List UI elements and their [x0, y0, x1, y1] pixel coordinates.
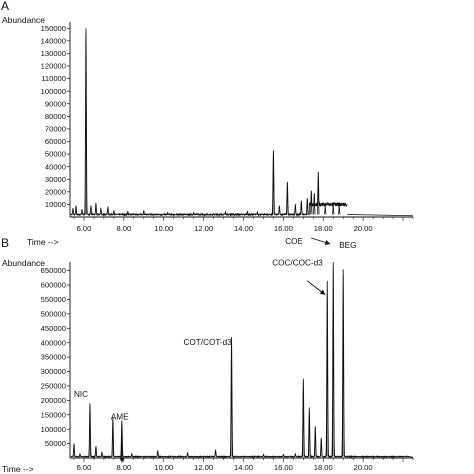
panel-a-y-tick-label: 130000 — [41, 49, 66, 58]
panel-b-chromatogram: B Time --> Abundance 50000 100000 150000 20… — [1, 236, 414, 474]
panel-b-x-tick-label: 8.00 — [116, 463, 131, 472]
panel-a-y-tick-label: 30000 — [45, 175, 66, 184]
panel-a-y-tick-label: 150000 — [41, 24, 66, 33]
panel-a-y-tick-label: 90000 — [45, 99, 66, 108]
panel-a-y-axis-title: Abundance — [2, 15, 45, 25]
panel-a-y-tick-label: 70000 — [45, 125, 66, 134]
panel-b-y-tick-label: 400000 — [41, 338, 66, 347]
panel-a-x-tick-label: 8.00 — [116, 224, 131, 233]
panel-b-x-tick-label: 12.00 — [194, 463, 213, 472]
panel-a-x-tick-label: 10.00 — [154, 224, 173, 233]
panel-a-chromatogram: A Abundance 10000 20000 30000 40000 50000 600… — [1, 0, 414, 233]
panel-b-y-tick-label: 100000 — [41, 425, 66, 434]
panel-b-y-ticks: 50000 100000 150000 200000 250000 300000 35000… — [41, 266, 70, 448]
panel-a-x-tick-label: 16.00 — [274, 224, 293, 233]
panel-a-y-ticks: 10000 20000 30000 40000 50000 60000 70000 80000… — [41, 24, 70, 209]
panel-b-x-tick-label: 18.00 — [314, 463, 333, 472]
panel-b-x-tick-label: 14.00 — [234, 463, 253, 472]
peak-label-coc-coc-d3: COC/COC-d3 — [272, 259, 323, 268]
panel-a-x-ticks: 6.00 8.00 10.00 12.00 14.00 16.00 18.00 20.00 — [73, 217, 414, 233]
panel-a-y-tick-label: 80000 — [45, 112, 66, 121]
peak-label-nic: NIC — [74, 390, 88, 399]
peak-label-coe: COE — [285, 237, 303, 246]
peak-arrow-head — [119, 457, 125, 463]
panel-a-y-tick-label: 140000 — [41, 36, 66, 45]
panel-b-x-tick-label: 6.00 — [77, 463, 92, 472]
panel-a-y-tick-label: 50000 — [45, 150, 66, 159]
panel-a-x-axis-title: Time --> — [27, 237, 59, 247]
panel-b-y-tick-label: 650000 — [41, 266, 66, 275]
panel-b-x-axis-title: Time --> — [2, 464, 34, 474]
panel-b-x-tick-label: 10.00 — [154, 463, 173, 472]
panel-a-y-tick-label: 110000 — [41, 74, 66, 83]
panel-a-x-tick-label: 14.00 — [234, 224, 253, 233]
panel-b-y-tick-label: 450000 — [41, 324, 66, 333]
panel-b-trace — [70, 261, 414, 459]
peak-label-ame: AME — [111, 413, 129, 422]
panel-a-y-tick-label: 20000 — [45, 187, 66, 196]
panel-b-y-tick-label: 350000 — [41, 353, 66, 362]
panel-b-y-tick-label: 150000 — [41, 410, 66, 419]
panel-a-x-tick-label: 12.00 — [194, 224, 213, 233]
panel-b-y-tick-label: 550000 — [41, 295, 66, 304]
panel-a-trace — [70, 28, 414, 217]
panel-b-y-tick-label: 600000 — [41, 281, 66, 290]
panel-b-x-tick-label: 16.00 — [274, 463, 293, 472]
panel-b-y-tick-label: 250000 — [41, 382, 66, 391]
panel-b-y-tick-label: 50000 — [45, 439, 66, 448]
panel-b-x-tick-label: 20.00 — [354, 463, 373, 472]
panel-a-y-tick-label: 60000 — [45, 137, 66, 146]
panel-b-x-ticks: 6.00 8.00 10.00 12.00 14.00 16.00 18.00 20.00 — [73, 458, 414, 472]
panel-b-letter: B — [1, 236, 9, 250]
peak-arrow-head — [324, 240, 331, 245]
panel-b-y-tick-label: 500000 — [41, 309, 66, 318]
panel-a-x-tick-label: 20.00 — [354, 224, 373, 233]
panel-b-y-axis-title: Abundance — [2, 258, 45, 268]
panel-a-y-tick-label: 120000 — [41, 62, 66, 71]
panel-a-y-tick-label: 100000 — [41, 87, 66, 96]
peak-arrow-head — [319, 289, 326, 295]
panel-b-y-tick-label: 300000 — [41, 367, 66, 376]
panel-b-y-tick-label: 200000 — [41, 396, 66, 405]
panel-a-y-tick-label: 10000 — [45, 200, 66, 209]
peak-label-beg: BEG — [339, 241, 356, 250]
panel-b-annotations: NIC AME COT/COT-d3 COC/COC-d3 COE BEG — [74, 237, 357, 463]
peak-label-cot-cot-d3: COT/COT-d3 — [184, 338, 233, 347]
panel-a-letter: A — [1, 0, 9, 13]
panel-a-y-tick-label: 40000 — [45, 162, 66, 171]
panel-a-x-tick-label: 18.00 — [314, 224, 333, 233]
panel-a-x-tick-label: 6.00 — [77, 224, 92, 233]
